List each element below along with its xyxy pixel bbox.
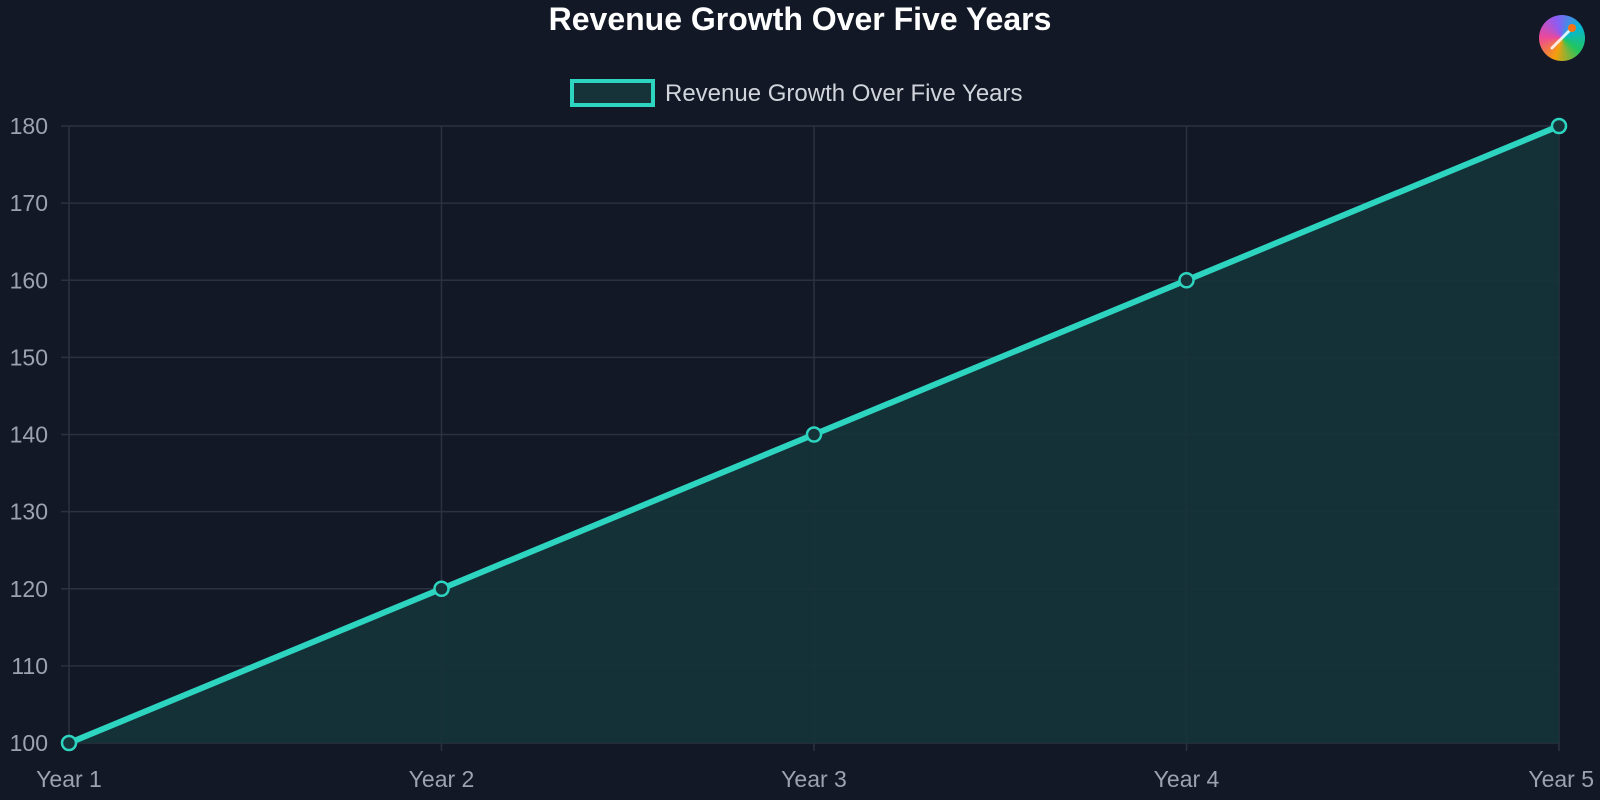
y-tick-label: 150 [10,344,48,370]
y-tick-label: 100 [10,730,48,756]
y-tick-label: 170 [10,190,48,216]
color-palette-icon[interactable] [1539,15,1585,61]
x-tick-label: Year 1 [36,766,102,792]
data-point [1550,117,1568,135]
x-tick-label: Year 5 [1528,766,1594,792]
data-point [433,580,450,597]
y-axis-ticks: 100 110 120 130 140 150 160 170 180 [10,113,48,756]
x-tick-label: Year 3 [781,766,847,792]
x-tick-label: Year 2 [409,766,475,792]
data-points [60,117,1568,752]
legend-swatch [570,79,655,107]
y-tick-label: 120 [10,576,48,602]
data-point [60,734,78,752]
chart-title: Revenue Growth Over Five Years [549,1,1052,37]
legend-label: Revenue Growth Over Five Years [665,80,1023,107]
y-tick-label: 180 [10,113,48,139]
data-point [805,426,823,443]
y-tick-label: 110 [11,653,48,679]
y-tick-label: 140 [10,422,48,448]
x-tick-label: Year 4 [1154,766,1220,792]
data-point [1178,272,1195,289]
legend[interactable]: Revenue Growth Over Five Years [570,79,1023,107]
y-tick-label: 130 [10,499,48,525]
x-axis-ticks: Year 1 Year 2 Year 3 Year 4 Year 5 [36,766,1594,792]
y-tick-label: 160 [10,267,48,293]
